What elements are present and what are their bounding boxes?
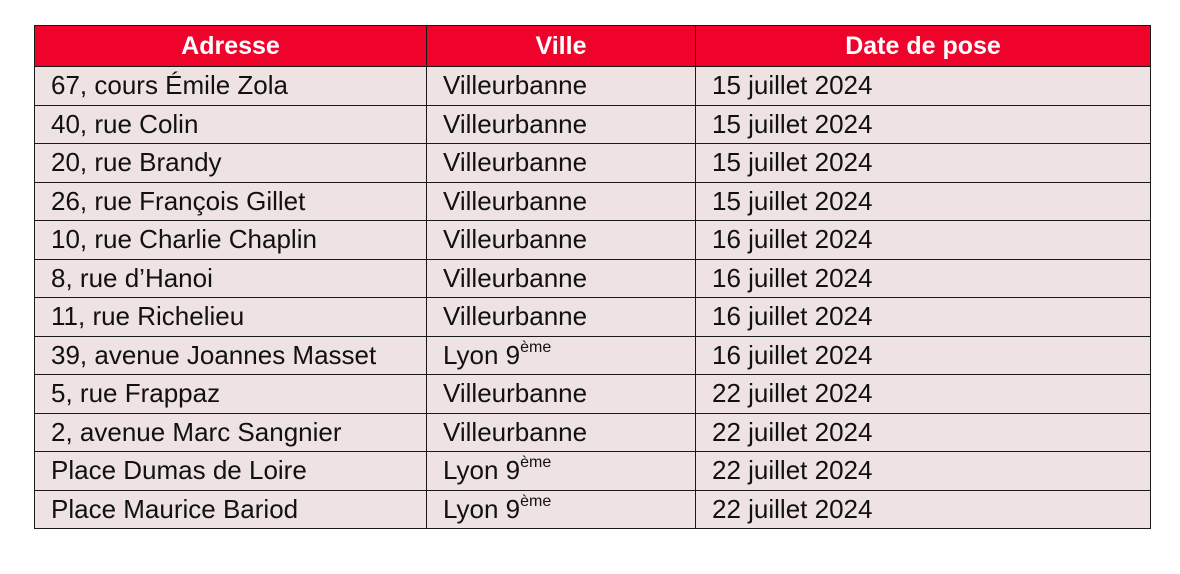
table-header: Adresse Ville Date de pose [34,25,1151,67]
city-cell: Lyon 9ème [426,451,696,491]
city-cell: Villeurbanne [426,66,696,106]
table-row: 26, rue François Gillet Villeurbanne 15 … [34,181,1151,221]
date-cell: 16 juillet 2024 [695,297,1151,337]
city-text: Lyon 9 [443,493,521,524]
city-text: Villeurbanne [443,262,588,293]
table-row: 67, cours Émile Zola Villeurbanne 15 jui… [34,66,1151,106]
date-cell: 22 juillet 2024 [695,374,1151,414]
city-text: Lyon 9 [443,455,521,486]
address-cell: 20, rue Brandy [34,143,427,183]
address-cell: 2, avenue Marc Sangnier [34,412,427,452]
address-cell: 40, rue Colin [34,104,427,144]
date-cell: 16 juillet 2024 [695,335,1151,375]
city-text: Villeurbanne [443,416,588,447]
table-row: 39, avenue Joannes Masset Lyon 9ème 16 j… [34,335,1151,375]
column-header-city: Ville [426,25,696,67]
date-cell: 15 juillet 2024 [695,143,1151,183]
column-header-address: Adresse [34,25,427,67]
city-cell: Villeurbanne [426,181,696,221]
table-row: Place Dumas de Loire Lyon 9ème 22 juille… [34,451,1151,491]
address-cell: Place Dumas de Loire [34,451,427,491]
city-cell: Villeurbanne [426,297,696,337]
city-suffix: ème [520,338,552,356]
city-text: Villeurbanne [443,147,588,178]
address-cell: 5, rue Frappaz [34,374,427,414]
city-cell: Villeurbanne [426,412,696,452]
address-cell: 8, rue d’Hanoi [34,258,427,298]
address-cell: 39, avenue Joannes Masset [34,335,427,375]
city-text: Lyon 9 [443,339,521,370]
city-suffix: ème [520,492,552,510]
city-text: Villeurbanne [443,301,588,332]
table-row: 10, rue Charlie Chaplin Villeurbanne 16 … [34,220,1151,260]
address-cell: 10, rue Charlie Chaplin [34,220,427,260]
table-row: 2, avenue Marc Sangnier Villeurbanne 22 … [34,412,1151,452]
table-row: 20, rue Brandy Villeurbanne 15 juillet 2… [34,143,1151,183]
date-cell: 15 juillet 2024 [695,104,1151,144]
date-cell: 16 juillet 2024 [695,258,1151,298]
city-cell: Villeurbanne [426,258,696,298]
table-row: Place Maurice Bariod Lyon 9ème 22 juille… [34,489,1151,529]
date-cell: 22 juillet 2024 [695,412,1151,452]
city-cell: Villeurbanne [426,143,696,183]
city-cell: Villeurbanne [426,104,696,144]
table-row: 11, rue Richelieu Villeurbanne 16 juille… [34,297,1151,337]
city-cell: Lyon 9ème [426,489,696,529]
table-body: 67, cours Émile Zola Villeurbanne 15 jui… [34,66,1151,529]
date-cell: 15 juillet 2024 [695,66,1151,106]
schedule-table-container: Adresse Ville Date de pose 67, cours Émi… [34,25,1151,529]
column-header-date: Date de pose [695,25,1151,67]
address-cell: 11, rue Richelieu [34,297,427,337]
city-cell: Villeurbanne [426,374,696,414]
schedule-table: Adresse Ville Date de pose 67, cours Émi… [34,25,1151,529]
city-text: Villeurbanne [443,70,588,101]
table-row: 8, rue d’Hanoi Villeurbanne 16 juillet 2… [34,258,1151,298]
address-cell: 67, cours Émile Zola [34,66,427,106]
city-cell: Villeurbanne [426,220,696,260]
city-suffix: ème [520,454,552,472]
city-text: Villeurbanne [443,185,588,216]
address-cell: 26, rue François Gillet [34,181,427,221]
city-cell: Lyon 9ème [426,335,696,375]
date-cell: 16 juillet 2024 [695,220,1151,260]
date-cell: 15 juillet 2024 [695,181,1151,221]
header-row: Adresse Ville Date de pose [34,25,1151,67]
table-row: 5, rue Frappaz Villeurbanne 22 juillet 2… [34,374,1151,414]
city-text: Villeurbanne [443,378,588,409]
table-row: 40, rue Colin Villeurbanne 15 juillet 20… [34,104,1151,144]
city-text: Villeurbanne [443,108,588,139]
date-cell: 22 juillet 2024 [695,451,1151,491]
city-text: Villeurbanne [443,224,588,255]
address-cell: Place Maurice Bariod [34,489,427,529]
date-cell: 22 juillet 2024 [695,489,1151,529]
